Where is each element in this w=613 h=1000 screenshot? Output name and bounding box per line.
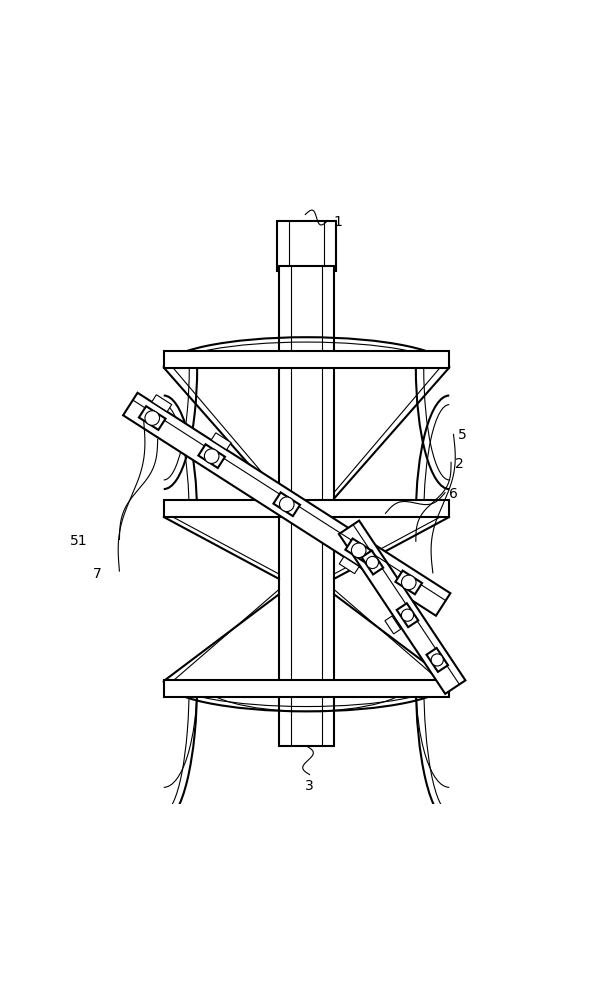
Polygon shape: [199, 444, 225, 468]
Polygon shape: [427, 648, 448, 672]
Circle shape: [204, 449, 219, 463]
Polygon shape: [345, 539, 372, 562]
Polygon shape: [385, 616, 401, 634]
Text: 3: 3: [305, 779, 314, 793]
Text: 5: 5: [459, 428, 467, 442]
Circle shape: [145, 411, 159, 425]
Bar: [279, 266, 334, 746]
Polygon shape: [362, 551, 383, 574]
Text: 6: 6: [449, 487, 458, 501]
Bar: [164, 680, 449, 697]
Circle shape: [280, 497, 294, 512]
Polygon shape: [152, 395, 172, 412]
Text: 1: 1: [334, 215, 343, 229]
Polygon shape: [339, 521, 465, 694]
Polygon shape: [395, 571, 422, 594]
Polygon shape: [273, 492, 300, 516]
Text: 7: 7: [93, 567, 101, 581]
Text: 51: 51: [70, 534, 87, 548]
Polygon shape: [123, 393, 451, 616]
Polygon shape: [397, 603, 418, 627]
Polygon shape: [139, 406, 166, 430]
Polygon shape: [339, 557, 359, 574]
Text: 2: 2: [455, 457, 464, 471]
Bar: [164, 500, 449, 517]
Circle shape: [402, 609, 414, 621]
Circle shape: [431, 654, 443, 666]
Circle shape: [402, 575, 416, 590]
Polygon shape: [211, 433, 231, 450]
Bar: [164, 351, 449, 368]
Circle shape: [367, 556, 378, 569]
Circle shape: [351, 543, 366, 558]
Bar: [277, 221, 336, 271]
